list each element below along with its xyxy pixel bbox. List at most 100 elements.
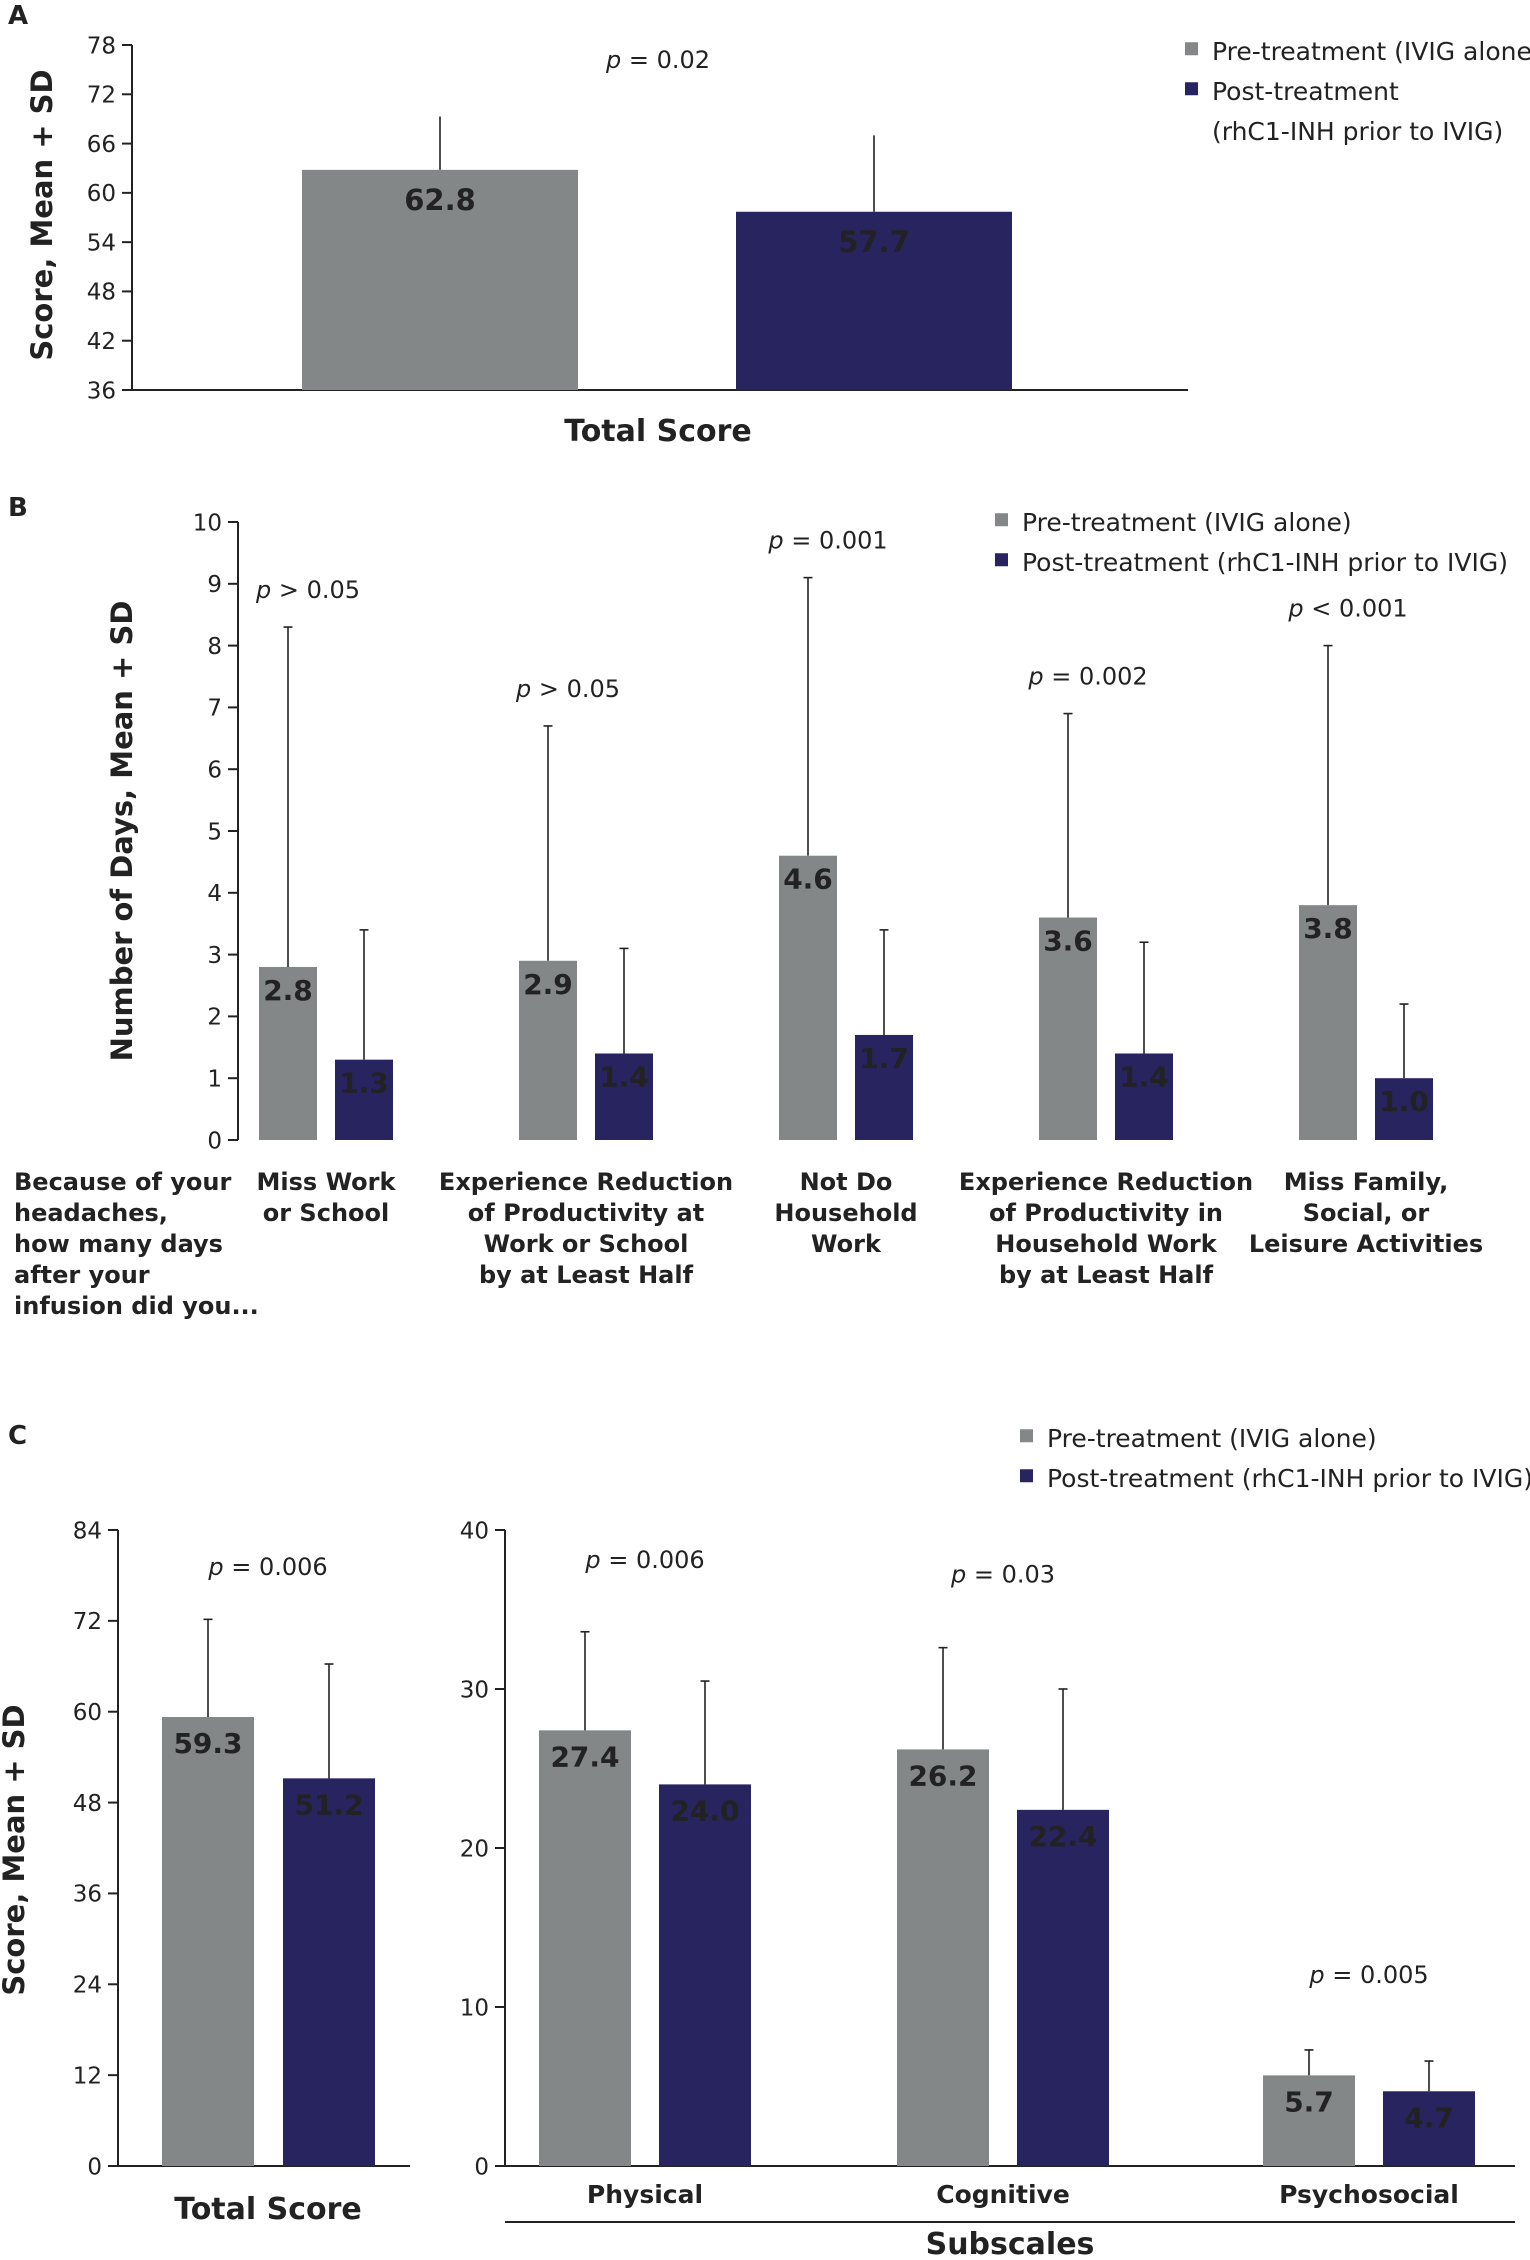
panel-b-category-label: Experience Reduction xyxy=(959,1168,1253,1196)
panel-c-legend-swatch-post xyxy=(1020,1469,1033,1483)
panel-b-y-tick-label: 9 xyxy=(207,572,222,598)
panel-c-sub-bar-post xyxy=(1017,1809,1109,2166)
p-value-text: = 0.001 xyxy=(784,527,888,555)
panel-c-sub-y-tick-label: 20 xyxy=(460,1836,489,1862)
p-value-text: > 0.05 xyxy=(271,576,360,604)
p-italic: p xyxy=(207,1553,223,1581)
panel-a-y-tick-label: 60 xyxy=(87,181,116,207)
panel-c-sub-bar-label: 26.2 xyxy=(908,1759,977,1792)
p-value-text: = 0.005 xyxy=(1325,1961,1429,1989)
panel-b-question-text: Because of your xyxy=(14,1168,232,1196)
panel-a-bar-pre xyxy=(302,169,578,390)
panel-c-total-bar-label: 51.2 xyxy=(294,1788,363,1821)
p-value-text: < 0.001 xyxy=(1304,595,1408,623)
p-italic: p xyxy=(515,675,531,703)
panel-b-bar-pre xyxy=(779,855,837,1140)
panel-b-question-text: infusion did you... xyxy=(14,1292,259,1320)
panel-b-category-label: Miss Family, xyxy=(1284,1168,1449,1196)
p-value-text: = 0.03 xyxy=(966,1561,1055,1589)
panel-a-y-tick-label: 42 xyxy=(87,329,116,355)
p-italic: p xyxy=(255,576,271,604)
panel-b-category-label: Household Work xyxy=(995,1230,1218,1258)
panel-b-bar-label: 2.9 xyxy=(523,968,573,1001)
panel-c-sub-bar-pre xyxy=(539,1730,631,2166)
panel-a-x-axis-title: Total Score xyxy=(564,414,752,449)
panel-a-bar-post xyxy=(736,211,1012,390)
panel-a-y-tick-label: 66 xyxy=(87,132,116,158)
panel-b-p-value: p = 0.002 xyxy=(1027,663,1147,691)
panel-c-sub-bar-pre xyxy=(897,1749,989,2166)
panel-b-y-tick-label: 3 xyxy=(207,943,222,969)
panel-b-category-label: by at Least Half xyxy=(999,1261,1214,1289)
panel-label-b: B xyxy=(8,493,28,523)
panel-b-legend-entry: Post-treatment (rhC1-INH prior to IVIG) xyxy=(1022,548,1508,577)
panel-b-bar-label: 1.0 xyxy=(1379,1085,1429,1118)
panel-c-legend-entry: Post-treatment (rhC1-INH prior to IVIG) xyxy=(1047,1464,1530,1493)
panel-c-sub-bar-post xyxy=(1383,2091,1475,2166)
panel-b-category-label: Social, or xyxy=(1303,1199,1430,1227)
p-value-text: = 0.006 xyxy=(224,1553,328,1581)
panel-b-question-text: how many days xyxy=(14,1230,223,1258)
panel-b-bar-label: 3.8 xyxy=(1303,912,1353,945)
panel-b-bar-label: 1.4 xyxy=(599,1060,649,1093)
p-value-text: > 0.05 xyxy=(531,675,620,703)
panel-b-bar-label: 3.6 xyxy=(1043,925,1093,958)
panel-c-sub-bar-post xyxy=(659,1784,751,2166)
panel-b-y-tick-label: 2 xyxy=(207,1005,222,1031)
panel-b-bar-label: 1.7 xyxy=(859,1042,909,1075)
panel-label-a: A xyxy=(8,1,28,31)
p-value-text: = 0.02 xyxy=(621,46,710,74)
panel-b-bar-pre xyxy=(1299,905,1357,1140)
panel-b-category-label: or School xyxy=(263,1199,389,1227)
panel-a-legend-swatch-post xyxy=(1185,82,1198,96)
panel-c-legend-swatch-pre xyxy=(1020,1429,1033,1443)
panel-b-bar-label: 4.6 xyxy=(783,863,833,896)
panel-b-p-value: p > 0.05 xyxy=(255,576,360,604)
panel-b-bar-pre xyxy=(259,966,317,1140)
panel-b-category-label: of Productivity in xyxy=(989,1199,1223,1227)
panel-b-y-tick-label: 10 xyxy=(193,510,222,536)
panel-b-category-label: Work or School xyxy=(484,1230,689,1258)
p-italic: p xyxy=(1308,1961,1324,1989)
panel-c-sub-bar-label: 4.7 xyxy=(1404,2101,1454,2134)
panel-b-bar-pre xyxy=(1039,917,1097,1140)
panel-c-total-y-tick-label: 12 xyxy=(73,2063,102,2089)
panel-b-y-tick-label: 8 xyxy=(207,634,222,660)
panel-b-bar-post xyxy=(595,1053,653,1140)
panel-a-legend-entry: Pre-treatment (IVIG alone) xyxy=(1212,37,1530,66)
panel-b-category-label: Leisure Activities xyxy=(1249,1230,1483,1258)
panel-label-c: C xyxy=(8,1421,27,1451)
panel-a-y-tick-label: 54 xyxy=(87,230,116,256)
panel-c-total-x-axis-title: Total Score xyxy=(174,2192,362,2227)
panel-c-sub-x-axis-title: Subscales xyxy=(926,2227,1095,2260)
panel-c-total-y-tick-label: 60 xyxy=(73,1700,102,1726)
panel-a-y-tick-label: 36 xyxy=(87,378,116,404)
panel-c-y-axis-title: Score, Mean + SD xyxy=(0,1704,31,1995)
panel-b-bar-post xyxy=(855,1034,913,1140)
p-italic: p xyxy=(584,1546,600,1574)
panel-c-sub-bar-pre xyxy=(1263,2075,1355,2166)
panel-c-legend-entry: Pre-treatment (IVIG alone) xyxy=(1047,1424,1377,1453)
panel-b-bar-post xyxy=(335,1059,393,1140)
p-italic: p xyxy=(605,46,621,74)
panel-c-sub-y-tick-label: 40 xyxy=(460,1518,489,1544)
panel-c-total-y-tick-label: 24 xyxy=(73,1973,102,1999)
panel-c-sub-category-label: Psychosocial xyxy=(1279,2180,1459,2209)
panel-b-y-tick-label: 6 xyxy=(207,757,222,783)
panel-c-total-y-tick-label: 48 xyxy=(73,1791,102,1817)
p-italic: p xyxy=(1027,663,1043,691)
panel-a-p-value: p = 0.02 xyxy=(605,46,710,74)
panel-b-category-label: Work xyxy=(811,1230,882,1258)
panel-c-sub-bar-label: 24.0 xyxy=(670,1794,739,1827)
panel-b-y-axis-title: Number of Days, Mean + SD xyxy=(105,601,139,1062)
panel-b-legend-swatch-post xyxy=(995,553,1008,567)
panel-c-sub-bar-label: 5.7 xyxy=(1284,2085,1334,2118)
panel-c-total-bar-label: 59.3 xyxy=(173,1727,242,1760)
panel-b-y-tick-label: 7 xyxy=(207,696,222,722)
panel-b-category-label: Household xyxy=(774,1199,917,1227)
panel-c-sub-bar-label: 22.4 xyxy=(1028,1820,1097,1853)
panel-a-bar-label: 62.8 xyxy=(404,183,476,217)
panel-b-bar-post xyxy=(1375,1078,1433,1140)
panel-a-legend-swatch-pre xyxy=(1185,42,1198,56)
panel-b-y-tick-label: 1 xyxy=(207,1066,222,1092)
